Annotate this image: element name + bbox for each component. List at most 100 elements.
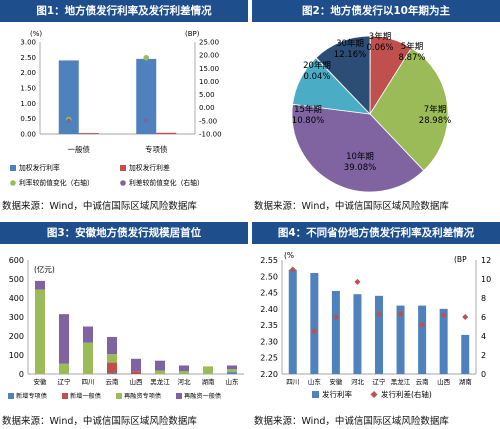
chart-1-y2tick-label: -5.00 bbox=[199, 117, 217, 125]
chart-2-slice-name: 15年期 bbox=[294, 104, 322, 115]
chart-3-bar-segment bbox=[203, 366, 213, 374]
chart-1-legend-label: 加权发行利率 bbox=[19, 163, 60, 172]
chart-4-ytick-label: 2.50 bbox=[260, 272, 278, 281]
chart-1-left-unit: (%) bbox=[30, 30, 42, 38]
chart-2-slice bbox=[291, 103, 425, 193]
chart-4-y2tick-label: 2 bbox=[481, 351, 486, 360]
chart-1-y2tick-label: 0.00 bbox=[199, 104, 215, 112]
chart-2-slice-pct: 0.04% bbox=[303, 72, 330, 82]
chart-4-ytick-label: 2.20 bbox=[260, 370, 278, 379]
chart-4-ytick-label: 2.45 bbox=[260, 289, 278, 298]
chart-3-bar-segment bbox=[107, 373, 117, 374]
chart-3-bar-segment bbox=[227, 369, 237, 373]
chart-1-legend-label: 利率较前值变化（右轴） bbox=[19, 178, 94, 187]
chart-1-legend-swatch bbox=[120, 180, 126, 186]
chart-4-point-spread bbox=[311, 328, 318, 335]
chart-4-point-spread bbox=[332, 314, 339, 320]
chart-3-bar-segment bbox=[35, 280, 45, 290]
chart-3-ytick-label: 600 bbox=[9, 256, 24, 265]
chart-4-bar-rate bbox=[310, 273, 319, 374]
chart-1-legend-swatch bbox=[10, 180, 16, 186]
chart-4-bar-rate bbox=[396, 305, 405, 374]
chart-1-y2tick-label: -10.00 bbox=[199, 131, 222, 139]
chart-3-bar-segment bbox=[227, 372, 237, 374]
chart-3-x-label: 黑龙江 bbox=[150, 377, 170, 386]
chart-1-x-label: 专项债 bbox=[145, 144, 168, 154]
chart-2-title: 图2：地方债发行以10年期为主 bbox=[252, 0, 500, 22]
chart-4-x-label: 云南 bbox=[416, 377, 430, 386]
chart-1-source: 数据来源：Wind，中诚信国际区域风险数据库 bbox=[2, 201, 197, 212]
chart-3-source: 数据来源：Wind，中诚信国际区域风险数据库 bbox=[2, 416, 197, 427]
chart-4-right-unit: (BP bbox=[454, 255, 467, 264]
chart-3-legend-label: 再融资专项债 bbox=[124, 392, 161, 400]
chart-4-bar-rate bbox=[418, 305, 427, 374]
chart-1-ytick-label: 2.00 bbox=[20, 69, 36, 77]
chart-3-bar-segment bbox=[179, 365, 189, 372]
chart-3-unit: (亿元) bbox=[34, 264, 55, 274]
chart-4-bar-rate bbox=[439, 308, 448, 374]
chart-4-x-label: 山东 bbox=[308, 377, 322, 386]
chart-1-legend-swatch bbox=[120, 165, 126, 171]
chart-1-legend-swatch bbox=[10, 165, 16, 171]
chart-4-left-unit: (% bbox=[284, 251, 294, 260]
chart-3-legend-label: 新增专项债 bbox=[16, 392, 47, 400]
chart-3-legend-swatch bbox=[8, 393, 14, 399]
chart-3-x-label: 辽宁 bbox=[58, 377, 72, 386]
chart-3-x-label: 河北 bbox=[178, 378, 192, 386]
chart-2-slice-name: 10年期 bbox=[346, 151, 374, 162]
chart-2-slice-pct: 10.80% bbox=[292, 116, 324, 126]
chart-1-point-spread-change bbox=[66, 118, 72, 124]
chart-2-slice-pct: 12.16% bbox=[334, 50, 366, 60]
chart-2-slice-pct: 8.87% bbox=[398, 53, 425, 63]
chart-3-ytick-label: 400 bbox=[9, 294, 24, 303]
chart-4-bar-rate bbox=[353, 294, 362, 374]
chart-4-svg: (% (BP 2.20 2.25 2.30 2.35 2.40 2.45 2.50 2.55 0 2 4… bbox=[260, 251, 491, 399]
chart-4-point-spread bbox=[462, 314, 469, 320]
chart-3-ytick-label: 200 bbox=[9, 332, 24, 341]
chart-1-bar-rate bbox=[58, 60, 79, 134]
chart-3-bar-segment bbox=[131, 371, 141, 374]
chart-1-ytick-label: 1.50 bbox=[20, 85, 36, 93]
panel-chart-3: 图3：安徽地方债发行规模居首位 (亿元) 0 100 200 300 400 500 600 安… bbox=[0, 222, 248, 429]
chart-3-x-label: 云南 bbox=[106, 377, 120, 386]
chart-3-bar-segment bbox=[179, 371, 189, 374]
chart-1-bar-rate bbox=[136, 58, 157, 134]
chart-4-y2tick-label: 4 bbox=[481, 332, 486, 341]
chart-1-legend-label: 利差较前值变化（右轴） bbox=[129, 178, 204, 187]
chart-2-slice-pct: 28.98% bbox=[419, 116, 451, 126]
chart-3-bar-segment bbox=[107, 362, 117, 374]
chart-4-bar-rate bbox=[461, 334, 470, 374]
chart-3-bar-segment bbox=[83, 342, 93, 374]
chart-1-ytick-label: 0.00 bbox=[20, 131, 36, 139]
chart-1-svg: (%) (BP) 0.00 0.50 1.00 1.50 2.00 2.50 3.00 -10.0… bbox=[10, 30, 222, 187]
chart-2-slice-name: 3年期 bbox=[369, 31, 391, 42]
chart-3-bar-segment bbox=[107, 354, 117, 363]
chart-1-y2tick-label: 10.00 bbox=[199, 78, 219, 86]
panel-chart-2: 图2：地方债发行以10年期为主 30年期 12.16% 3年期 0.06% 5年期 8.8… bbox=[252, 0, 500, 215]
chart-1-y2tick-label: 20.00 bbox=[199, 52, 219, 60]
chart-3-ytick-label: 100 bbox=[9, 351, 24, 360]
chart-3-bar-segment bbox=[59, 314, 69, 364]
chart-4-point-spread bbox=[376, 311, 382, 318]
chart-4-legend-label: 发行利率 bbox=[322, 389, 352, 399]
chart-1-point-spread-change bbox=[143, 118, 149, 124]
chart-4-x-label: 安徽 bbox=[329, 377, 343, 386]
chart-4-ytick-label: 2.30 bbox=[260, 337, 278, 346]
chart-3-x-label: 山西 bbox=[130, 377, 144, 386]
chart-1-x-label: 一般债 bbox=[68, 144, 91, 154]
panel-chart-4: 图4：不同省份地方债发行利率及利差情况 (% (BP 2.20 2.25 2.30 2.3… bbox=[252, 222, 500, 429]
chart-2-slice-name: 7年期 bbox=[424, 104, 446, 115]
chart-4-y2tick-label: 12 bbox=[481, 256, 491, 265]
chart-3-bar-segment bbox=[131, 358, 141, 372]
chart-3-bar-segment bbox=[59, 363, 69, 374]
panel-chart-1: 图1：地方债发行利率及发行利差情况 (%) (BP) 0.00 0.50 1.00 1.5… bbox=[0, 0, 248, 215]
chart-1-y2tick-label: 25.00 bbox=[199, 39, 219, 47]
chart-3-ytick-label: 300 bbox=[9, 313, 24, 322]
chart-2-slice bbox=[315, 35, 371, 115]
chart-4-x-label: 湖南 bbox=[459, 377, 473, 386]
chart-4-x-label: 河北 bbox=[351, 378, 365, 386]
chart-4-point-spread bbox=[397, 311, 404, 318]
chart-1-y2tick-label: 15.00 bbox=[199, 65, 219, 73]
chart-1-ytick-label: 1.00 bbox=[20, 100, 36, 108]
chart-4-y2tick-label: 0 bbox=[481, 370, 486, 379]
